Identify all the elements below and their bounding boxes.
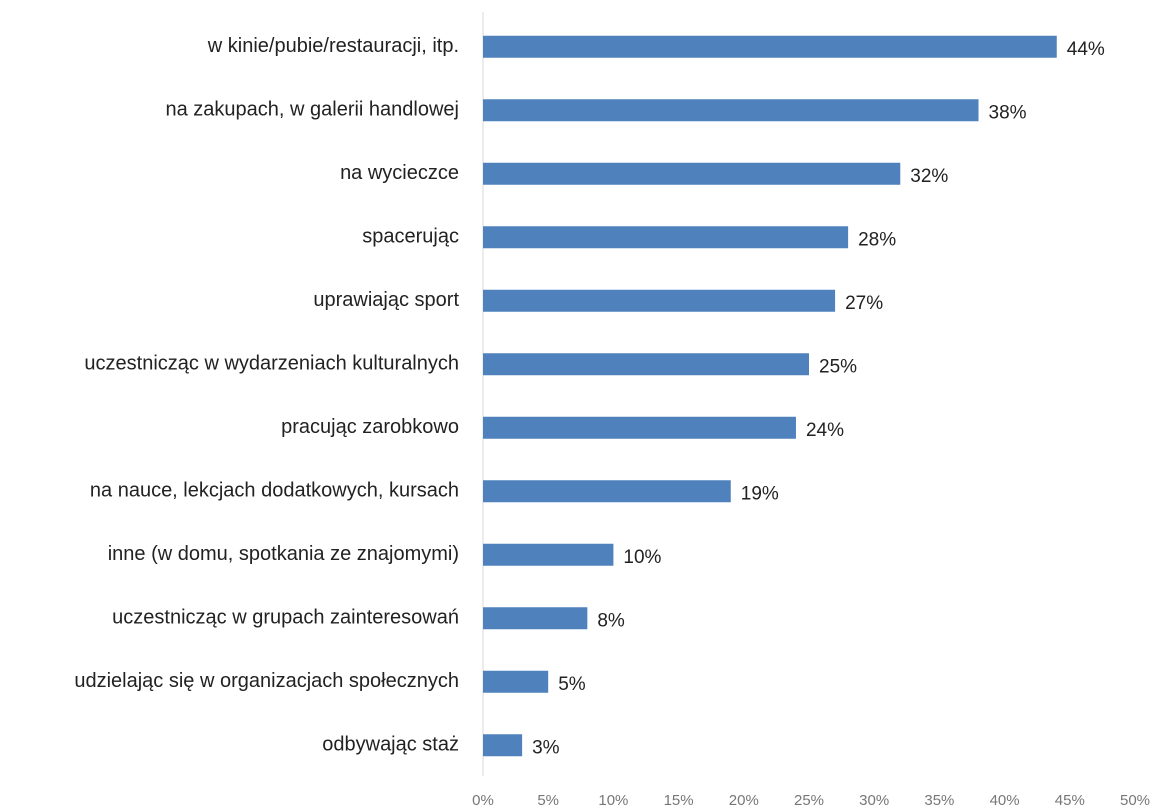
bar (483, 162, 901, 185)
category-label: spacerując (362, 226, 459, 248)
category-label: na zakupach, w galerii handlowej (165, 99, 459, 121)
bar (483, 416, 796, 439)
x-tick-label: 10% (598, 792, 628, 809)
x-tick-label: 45% (1055, 792, 1085, 809)
x-tick-label: 20% (729, 792, 759, 809)
bar (483, 734, 523, 757)
x-tick-label: 5% (537, 792, 559, 809)
value-label: 10% (623, 547, 661, 568)
x-tick-label: 35% (924, 792, 954, 809)
bar (483, 353, 809, 376)
x-tick-label: 15% (664, 792, 694, 809)
bar (483, 35, 1057, 58)
x-tick-label: 25% (794, 792, 824, 809)
category-label: na nauce, lekcjach dodatkowych, kursach (90, 480, 459, 502)
category-label: uczestnicząc w grupach zainteresowań (112, 607, 459, 629)
value-label: 3% (532, 737, 560, 758)
value-label: 28% (858, 229, 896, 250)
bar (483, 289, 836, 312)
category-label: w kinie/pubie/restauracji, itp. (207, 35, 459, 57)
value-label: 27% (845, 293, 883, 314)
category-label: uprawiając sport (313, 289, 459, 311)
bar (483, 670, 549, 693)
value-label: 19% (741, 483, 779, 504)
bar (483, 543, 614, 566)
category-label: udzielając się w organizacjach społeczny… (74, 670, 459, 692)
category-label: pracując zarobkowo (281, 416, 459, 438)
value-label: 24% (806, 420, 844, 441)
x-tick-label: 50% (1120, 792, 1150, 809)
bar (483, 480, 731, 503)
value-label: 25% (819, 356, 857, 377)
category-label: inne (w domu, spotkania ze znajomymi) (108, 543, 459, 565)
bar (483, 99, 979, 122)
category-label: odbywając staż (322, 734, 459, 756)
value-label: 8% (597, 610, 625, 631)
value-label: 32% (910, 166, 948, 187)
bar (483, 607, 588, 630)
value-label: 44% (1067, 39, 1105, 60)
x-tick-label: 0% (472, 792, 494, 809)
category-label: uczestnicząc w wydarzeniach kulturalnych (84, 353, 459, 375)
x-tick-label: 40% (990, 792, 1020, 809)
value-label: 5% (558, 674, 586, 695)
category-label: na wycieczce (340, 162, 459, 184)
bar (483, 226, 849, 249)
value-label: 38% (989, 102, 1027, 123)
x-tick-label: 30% (859, 792, 889, 809)
